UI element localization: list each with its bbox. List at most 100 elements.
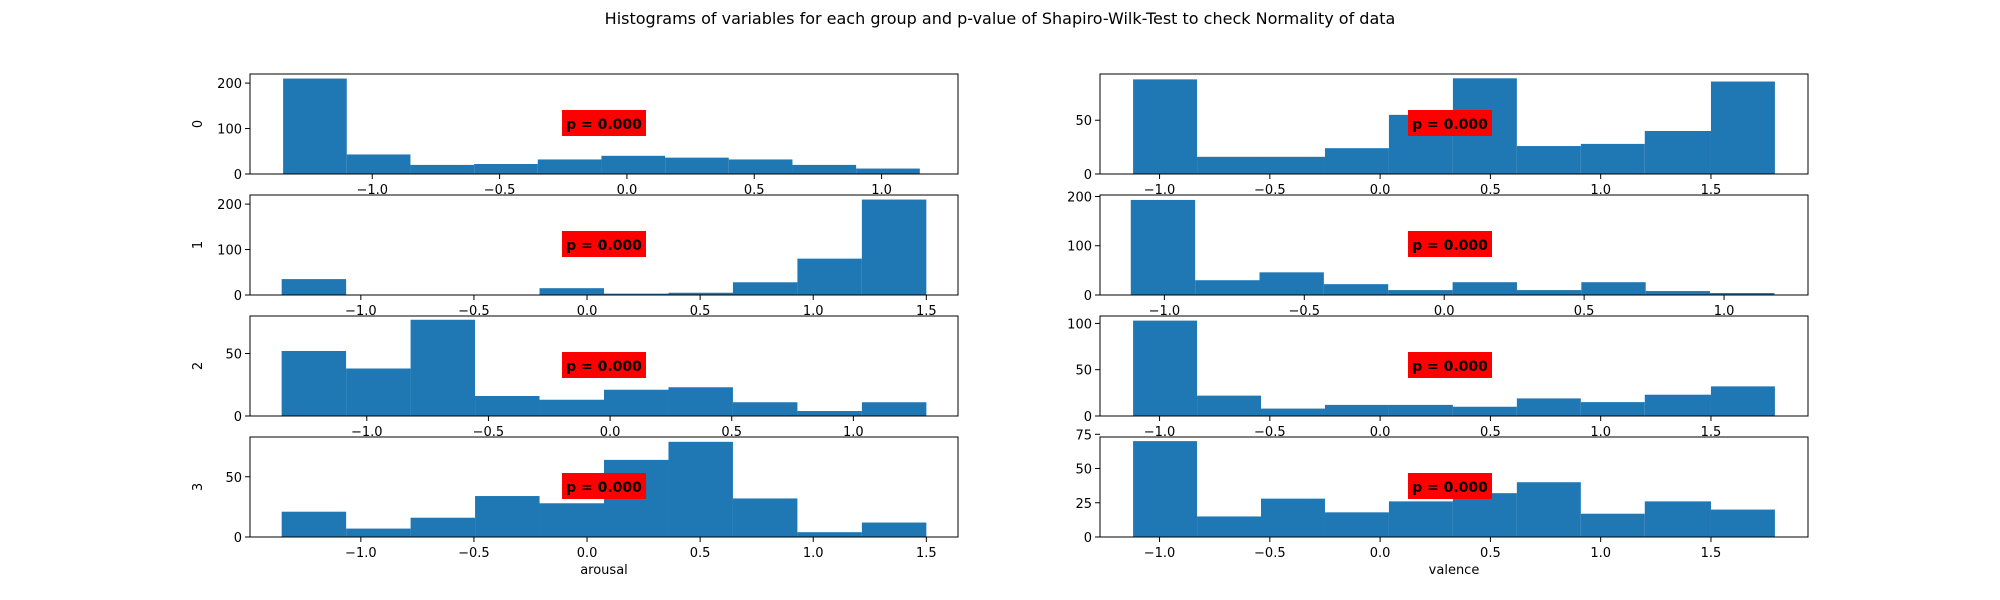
p-value-box — [1408, 110, 1492, 136]
histogram-bar — [410, 164, 475, 174]
histogram-bar — [1710, 293, 1775, 295]
x-tick-label: 1.0 — [1590, 546, 1611, 561]
p-value-box — [1408, 231, 1492, 257]
histogram-bar — [1710, 386, 1775, 416]
histogram-bar — [1452, 282, 1517, 295]
axes-frame — [1099, 436, 1809, 538]
y-tick-label: 0 — [1084, 289, 1092, 304]
p-value-box — [562, 231, 646, 257]
subplot-grid: −1.0 −0.5 0.0 0.5 1.0 0 100 200 0 p = 0.000 −1.0 −0… — [191, 73, 1809, 578]
histogram-bar — [410, 517, 476, 537]
histogram-bar — [668, 292, 733, 295]
histogram-bar — [1452, 406, 1517, 416]
y-tick-label: 0 — [234, 531, 242, 546]
x-tick-label: 0.0 — [600, 425, 621, 440]
x-tick-label: −0.5 — [1254, 546, 1286, 561]
histogram-bar — [1580, 402, 1645, 416]
histogram-bar — [1324, 512, 1389, 537]
x-tick-label: 0.5 — [1480, 183, 1501, 198]
p-value-annotation: p = 0.000 — [562, 110, 646, 136]
x-tick-label: 1.0 — [803, 304, 824, 319]
x-tick-label: 0.5 — [1574, 304, 1595, 319]
histogram-bar — [1388, 501, 1453, 537]
p-value-text: p = 0.000 — [566, 117, 642, 133]
y-tick-label: 50 — [1075, 114, 1092, 129]
x-tick-label: −0.5 — [1288, 304, 1320, 319]
histogram-bar — [475, 496, 540, 537]
y-tick-label: 50 — [1075, 463, 1092, 478]
x-tick-label: 0.5 — [690, 304, 711, 319]
p-value-annotation: p = 0.000 — [1408, 473, 1492, 499]
x-tick-label: −1.0 — [1144, 546, 1176, 561]
histogram-bar — [1259, 272, 1324, 295]
x-tick-label: 1.5 — [1701, 425, 1722, 440]
histogram-bar — [861, 402, 927, 416]
x-tick-label: 1.0 — [1590, 425, 1611, 440]
y-tick-label: 50 — [225, 348, 242, 363]
histogram-bar — [1580, 143, 1645, 174]
histogram-bar — [1324, 148, 1389, 174]
histogram-bar — [861, 522, 927, 537]
y-axis-label: 1 — [191, 241, 206, 249]
histogram-bar — [861, 199, 927, 295]
histogram-bar — [1644, 501, 1711, 537]
y-tick-label: 100 — [217, 244, 242, 259]
histogram-bar — [797, 258, 862, 295]
histogram-bar — [601, 155, 666, 174]
x-axis-label: arousal — [580, 563, 628, 578]
y-tick-label: 25 — [1075, 497, 1092, 512]
subplot-group-3-arousal: −1.0 −0.5 0.0 0.5 1.0 1.5 0 50 3 arousal p = 0.000 — [191, 436, 959, 578]
x-tick-label: −0.5 — [473, 425, 505, 440]
y-tick-label: 200 — [217, 198, 242, 213]
p-value-annotation: p = 0.000 — [1408, 352, 1492, 378]
axes-frame — [1099, 73, 1809, 175]
histogram-bar — [1516, 146, 1581, 174]
histogram-bar — [1133, 320, 1198, 416]
y-tick-label: 0 — [234, 410, 242, 425]
histogram-bar — [1581, 282, 1646, 295]
x-tick-label: 1.0 — [1590, 183, 1611, 198]
subplot-group-3-valence: −1.0 −0.5 0.0 0.5 1.0 1.5 0 25 50 75 valence p = 0.… — [1075, 428, 1809, 578]
figure-title: Histograms of variables for each group a… — [605, 9, 1396, 28]
x-tick-label: 1.0 — [871, 183, 892, 198]
subplot-group-1-arousal: −1.0 −0.5 0.0 0.5 1.0 1.5 0 100 200 1 p = 0.000 — [191, 194, 959, 319]
p-value-box — [562, 110, 646, 136]
histogram-bar — [1644, 394, 1711, 416]
histogram-bar — [1197, 516, 1262, 537]
x-tick-label: 0.5 — [1480, 425, 1501, 440]
x-tick-label: 0.5 — [744, 183, 765, 198]
histogram-bar — [539, 399, 604, 416]
x-axis-label: valence — [1429, 563, 1480, 578]
histogram-bar — [1710, 81, 1775, 174]
p-value-box — [1408, 473, 1492, 499]
p-value-text: p = 0.000 — [566, 359, 642, 375]
histogram-bar — [1130, 199, 1196, 295]
histogram-bar — [732, 402, 798, 416]
y-tick-label: 200 — [1067, 190, 1092, 205]
histogram-bar — [281, 511, 347, 537]
histogram-bar — [1516, 398, 1581, 416]
histogram-bar — [1197, 156, 1262, 174]
histogram-bar — [1133, 79, 1198, 174]
y-tick-label: 75 — [1075, 428, 1092, 443]
histogram-bar — [474, 164, 538, 174]
y-tick-label: 50 — [225, 471, 242, 486]
histogram-bar — [732, 282, 798, 295]
x-tick-label: −1.0 — [1144, 425, 1176, 440]
histogram-bar — [539, 288, 604, 295]
histogram-bar — [604, 389, 669, 416]
histogram-bar — [792, 164, 857, 174]
x-tick-label: 0.5 — [690, 546, 711, 561]
subplot-group-2-arousal: −1.0 −0.5 0.0 0.5 1.0 0 50 2 p = 0.000 — [191, 315, 959, 440]
y-tick-label: 100 — [217, 123, 242, 138]
p-value-text: p = 0.000 — [566, 238, 642, 254]
histogram-bar — [1388, 290, 1453, 295]
x-tick-label: 0.0 — [1370, 183, 1391, 198]
p-value-text: p = 0.000 — [1412, 238, 1488, 254]
x-tick-label: 1.5 — [916, 304, 937, 319]
p-value-box — [1408, 352, 1492, 378]
p-value-text: p = 0.000 — [1412, 480, 1488, 496]
histogram-bar — [732, 498, 798, 537]
p-value-annotation: p = 0.000 — [1408, 110, 1492, 136]
x-tick-label: −0.5 — [458, 546, 490, 561]
